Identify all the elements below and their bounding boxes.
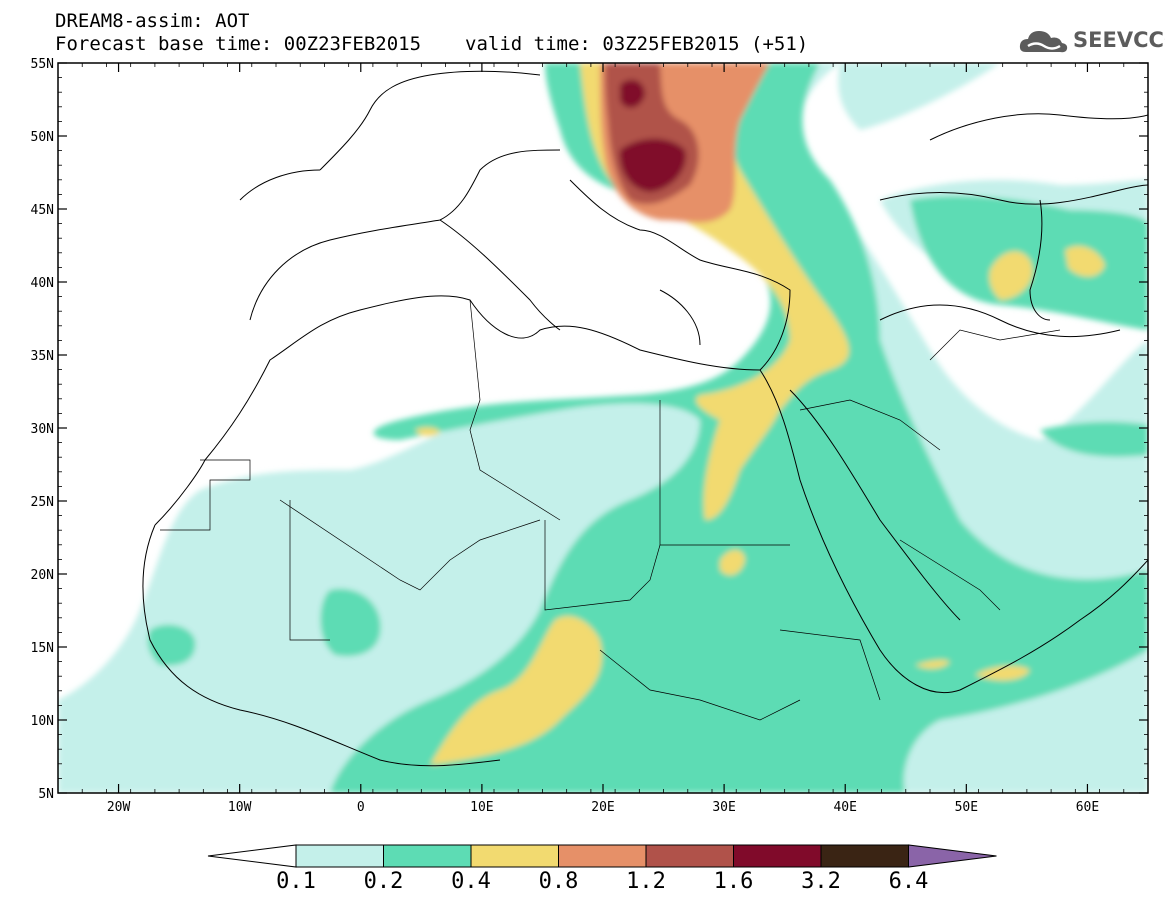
- aot-level-1-6: [619, 79, 686, 192]
- lat-tick-label: 5N: [38, 787, 54, 802]
- lon-tick-label: 10E: [470, 800, 493, 815]
- lon-tick-label: 0: [357, 800, 365, 815]
- aot-field: [58, 63, 1148, 793]
- lon-tick-label: 50E: [955, 800, 978, 815]
- seevccc-logo: SEEVCCC: [1018, 26, 1165, 56]
- base-time: Forecast base time: 00Z23FEB2015: [55, 33, 422, 55]
- lat-tick-label: 35N: [31, 349, 54, 364]
- colorbar-level-label: 1.2: [626, 869, 666, 894]
- logo-text: SEEVCCC: [1073, 28, 1165, 52]
- lat-tick-label: 40N: [31, 276, 54, 291]
- lat-tick-label: 50N: [31, 130, 54, 145]
- time-info: Forecast base time: 00Z23FEB2015 valid ti…: [55, 34, 808, 54]
- axis-ticks: 55N 50N 45N 40N 35N 30N 25N 20N 15N 10N 5N 20W 10W 0 1…: [31, 57, 1149, 815]
- colorbar-segment: [733, 844, 822, 868]
- colorbar-level-label: 0.8: [538, 869, 579, 894]
- lon-tick-label: 60E: [1076, 800, 1099, 815]
- colorbar-level-label: 3.2: [801, 869, 841, 894]
- colorbar-level-label: 0.1: [276, 869, 316, 894]
- lon-tick-label: 20W: [107, 800, 131, 815]
- product-title: DREAM8-assim: AOT: [55, 10, 250, 32]
- colorbar-level-label: 6.4: [888, 869, 929, 894]
- lat-tick-label: 30N: [31, 422, 54, 437]
- colorbar-under-triangle: [207, 844, 297, 868]
- colorbar-level-label: 1.6: [713, 869, 754, 894]
- colorbar-level-label: 0.2: [363, 869, 404, 894]
- colorbar-over-triangle: [908, 844, 997, 868]
- lat-tick-label: 15N: [31, 641, 54, 656]
- lat-tick-label: 20N: [31, 568, 54, 583]
- country-borders: [160, 299, 1061, 721]
- lon-tick-label: 40E: [833, 800, 856, 815]
- colorbar-segment: [558, 844, 647, 868]
- colorbar-segment: [820, 844, 909, 868]
- lon-tick-label: 10W: [228, 800, 252, 815]
- colorbar-segment: [470, 844, 559, 868]
- lat-tick-label: 10N: [31, 714, 54, 729]
- cloud-icon: [1019, 31, 1068, 53]
- valid-time: valid time: 03Z25FEB2015 (+51): [465, 33, 809, 55]
- lat-tick-label: 55N: [31, 57, 54, 72]
- colorbar: [207, 844, 997, 868]
- colorbar-segment: [295, 844, 384, 868]
- colorbar-level-label: 0.4: [451, 869, 491, 894]
- lon-tick-label: 20E: [591, 800, 614, 815]
- lat-tick-label: 45N: [31, 203, 54, 218]
- colorbar-segment: [383, 844, 472, 868]
- colorbar-segment: [645, 844, 734, 868]
- lat-tick-label: 25N: [31, 495, 54, 510]
- lon-tick-label: 30E: [712, 800, 735, 815]
- coastlines: [142, 70, 1148, 767]
